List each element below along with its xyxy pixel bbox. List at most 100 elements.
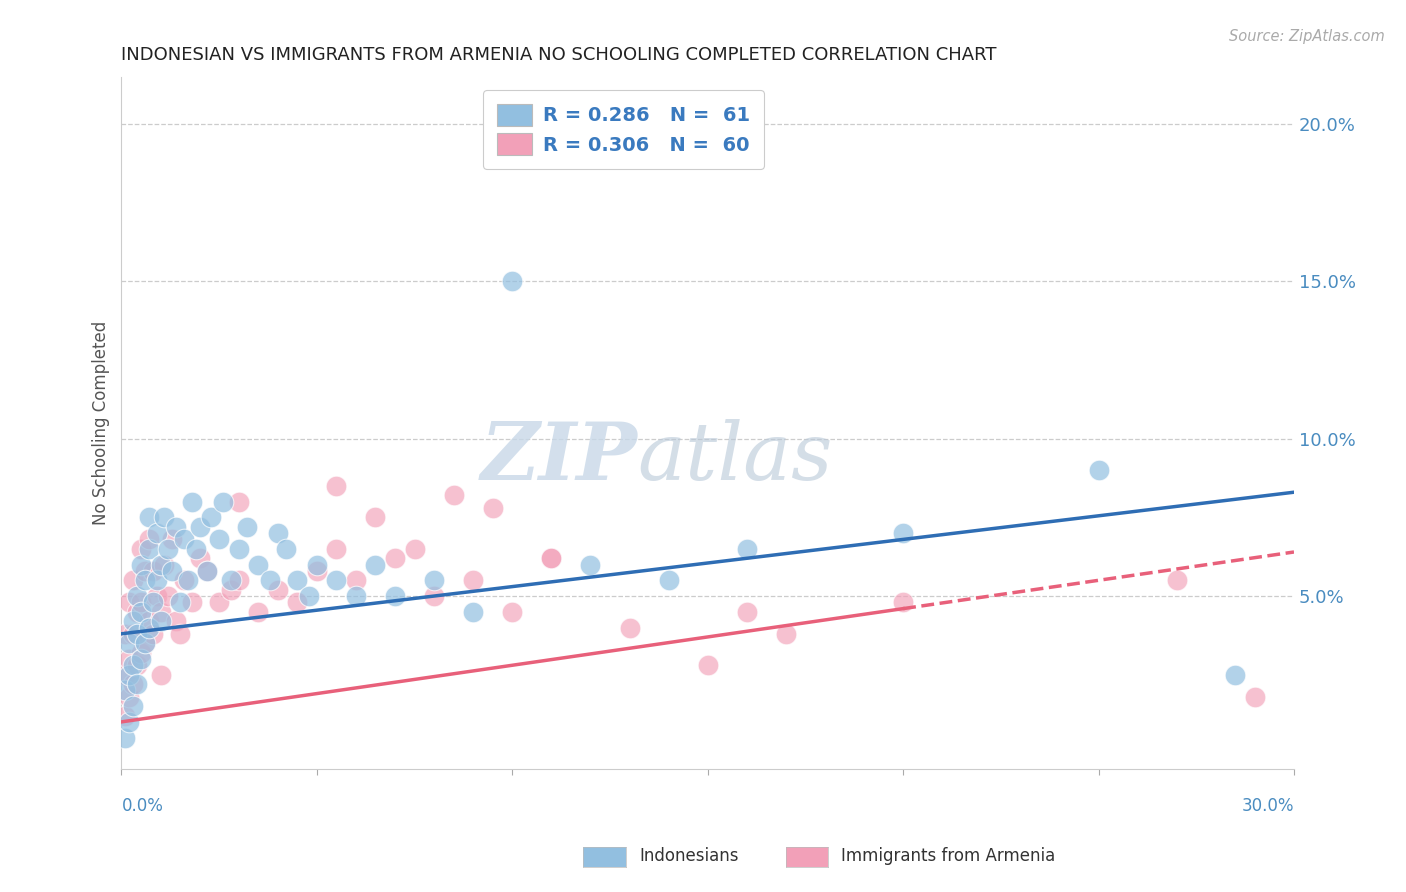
Point <box>169 595 191 609</box>
Point <box>658 574 681 588</box>
Point <box>125 605 148 619</box>
Point <box>579 558 602 572</box>
Point <box>188 520 211 534</box>
Point <box>219 582 242 597</box>
Point <box>180 595 202 609</box>
Point <box>118 636 141 650</box>
Point <box>180 494 202 508</box>
Point <box>247 605 270 619</box>
Point <box>481 500 503 515</box>
Point <box>129 558 152 572</box>
Point <box>197 564 219 578</box>
Point <box>129 605 152 619</box>
Point <box>364 558 387 572</box>
Point <box>197 564 219 578</box>
Point <box>169 627 191 641</box>
Point <box>114 708 136 723</box>
Point <box>344 589 367 603</box>
Point <box>173 574 195 588</box>
Point <box>138 541 160 556</box>
Point <box>153 558 176 572</box>
Text: atlas: atlas <box>637 419 832 496</box>
Point <box>118 595 141 609</box>
Point <box>129 595 152 609</box>
Point <box>305 558 328 572</box>
Point <box>114 731 136 745</box>
Point <box>259 574 281 588</box>
Point <box>463 605 485 619</box>
Y-axis label: No Schooling Completed: No Schooling Completed <box>93 321 110 525</box>
Point <box>1244 690 1267 704</box>
Point <box>162 564 184 578</box>
Point <box>285 595 308 609</box>
Point <box>735 605 758 619</box>
Point <box>122 627 145 641</box>
Point <box>325 541 347 556</box>
Point <box>325 479 347 493</box>
Point <box>298 589 321 603</box>
Point <box>188 551 211 566</box>
Point <box>165 614 187 628</box>
Point <box>162 533 184 547</box>
Point <box>118 652 141 666</box>
Point <box>138 533 160 547</box>
Point <box>122 699 145 714</box>
Point <box>735 541 758 556</box>
Point <box>423 574 446 588</box>
Point <box>247 558 270 572</box>
Point <box>305 564 328 578</box>
Point <box>274 541 297 556</box>
Point <box>125 627 148 641</box>
Point <box>696 658 718 673</box>
Point <box>501 605 523 619</box>
Text: 0.0%: 0.0% <box>121 797 163 814</box>
Point <box>114 667 136 681</box>
Point <box>142 564 165 578</box>
Point <box>267 526 290 541</box>
Point <box>463 574 485 588</box>
Point <box>384 589 406 603</box>
Point <box>134 636 156 650</box>
Point <box>138 510 160 524</box>
Point <box>212 494 235 508</box>
Point <box>118 714 141 729</box>
Point <box>138 620 160 634</box>
Point <box>118 690 141 704</box>
Point <box>228 494 250 508</box>
Point <box>149 605 172 619</box>
Point <box>173 533 195 547</box>
Point <box>285 574 308 588</box>
Point <box>184 541 207 556</box>
Point <box>404 541 426 556</box>
Point <box>1225 667 1247 681</box>
Point <box>145 526 167 541</box>
Text: Source: ZipAtlas.com: Source: ZipAtlas.com <box>1229 29 1385 44</box>
Point <box>149 558 172 572</box>
Point <box>122 658 145 673</box>
Point <box>443 488 465 502</box>
Point <box>134 564 156 578</box>
Point <box>200 510 222 524</box>
Point <box>142 595 165 609</box>
Point <box>235 520 257 534</box>
Point <box>145 574 167 588</box>
Point <box>1166 574 1188 588</box>
Point <box>153 510 176 524</box>
Text: INDONESIAN VS IMMIGRANTS FROM ARMENIA NO SCHOOLING COMPLETED CORRELATION CHART: INDONESIAN VS IMMIGRANTS FROM ARMENIA NO… <box>121 46 997 64</box>
Point <box>122 677 145 691</box>
Point <box>118 667 141 681</box>
Point <box>165 520 187 534</box>
Text: 30.0%: 30.0% <box>1241 797 1294 814</box>
Point <box>228 574 250 588</box>
Point <box>501 274 523 288</box>
Point <box>157 541 180 556</box>
Point <box>157 589 180 603</box>
Point <box>134 636 156 650</box>
Point <box>125 589 148 603</box>
Point <box>208 533 231 547</box>
Point <box>138 614 160 628</box>
Point <box>114 627 136 641</box>
Point <box>1087 463 1109 477</box>
Text: Indonesians: Indonesians <box>640 847 740 865</box>
Point <box>177 574 200 588</box>
